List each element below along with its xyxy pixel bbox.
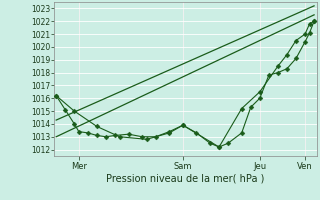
X-axis label: Pression niveau de la mer( hPa ): Pression niveau de la mer( hPa ): [107, 173, 265, 183]
